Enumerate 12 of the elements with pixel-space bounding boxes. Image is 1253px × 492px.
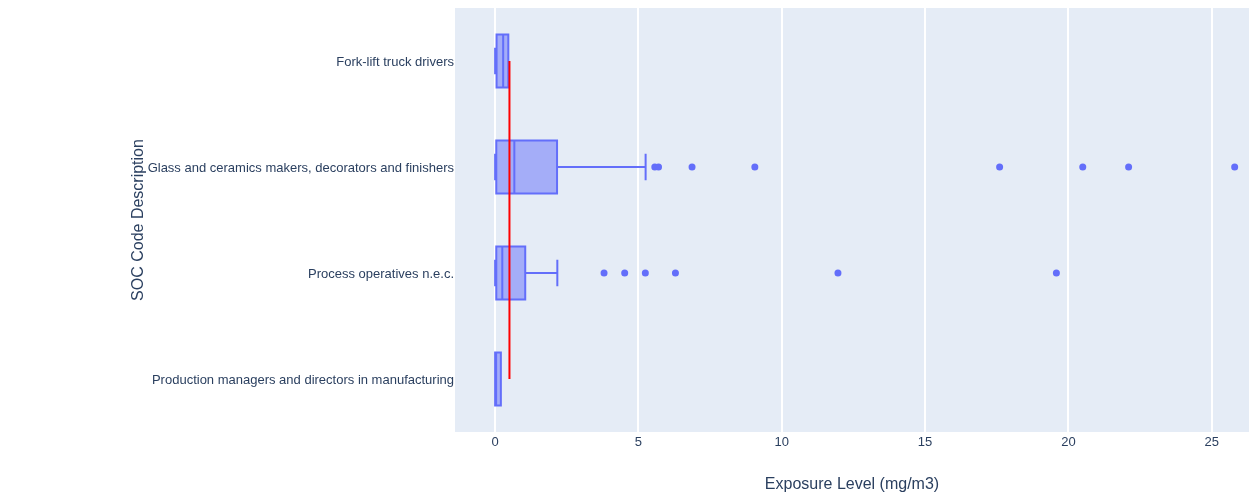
x-tick-label: 10 bbox=[774, 434, 789, 449]
y-tick-label: Fork-lift truck drivers bbox=[336, 53, 455, 69]
y-tick-label: Glass and ceramics makers, decorators and finishers bbox=[147, 159, 455, 175]
x-axis-title: Exposure Level (mg/m3) bbox=[764, 475, 940, 492]
x-tick-label: 15 bbox=[917, 434, 933, 449]
x-tick-label: 20 bbox=[1061, 434, 1076, 449]
y-axis-title: SOC Code Description bbox=[128, 139, 146, 301]
y-tick-label: Production managers and directors in manufacturing bbox=[151, 371, 454, 387]
x-tick-label: 25 bbox=[1204, 434, 1219, 449]
x-tick-label: 5 bbox=[634, 434, 643, 449]
y-tick-label: Process operatives n.e.c. bbox=[308, 265, 454, 281]
x-tick-label: 0 bbox=[491, 434, 499, 449]
